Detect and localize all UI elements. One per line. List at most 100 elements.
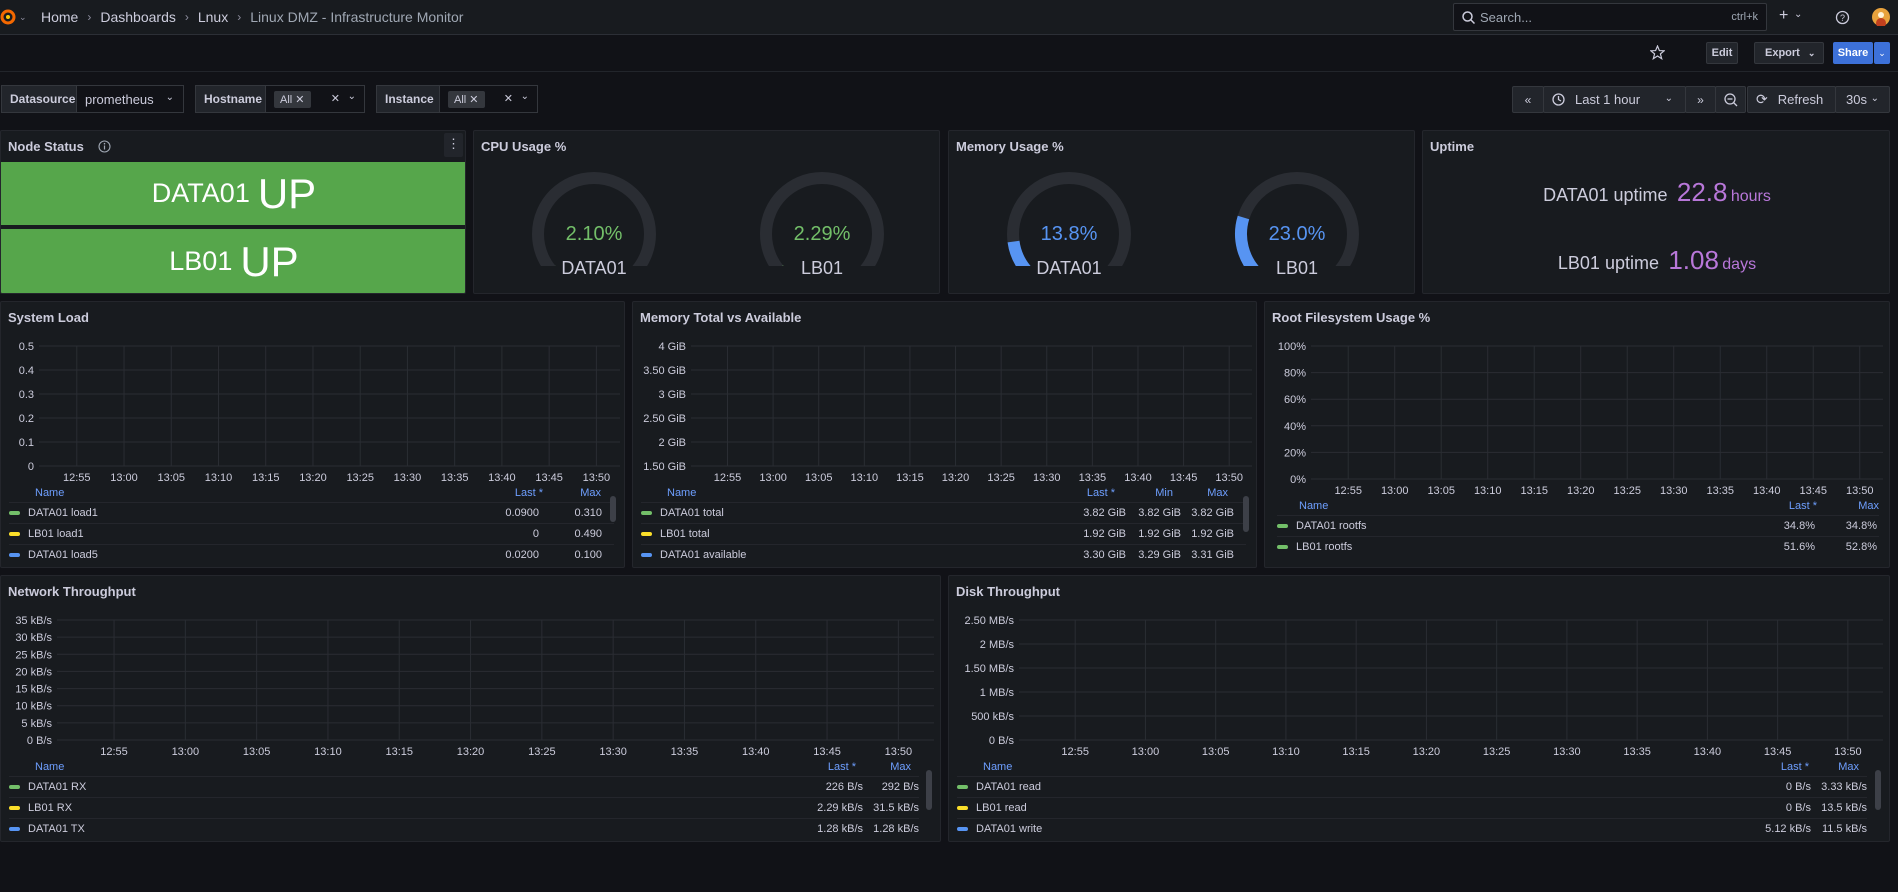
- export-button[interactable]: Export ⌄: [1754, 42, 1824, 64]
- legend-row[interactable]: DATA01 load1 0.0900 0.310: [9, 502, 614, 523]
- legend-row[interactable]: DATA01 rootfs 34.8% 34.8%: [1277, 515, 1879, 536]
- time-range-picker[interactable]: Last 1 hour ⌄: [1543, 86, 1686, 113]
- clear-icon[interactable]: ✕: [330, 93, 340, 105]
- legend-row[interactable]: LB01 read 0 B/s 13.5 kB/s: [957, 797, 1867, 818]
- chevron-right-icon: ›: [87, 10, 92, 24]
- search-input[interactable]: Search... ctrl+k: [1453, 3, 1767, 31]
- legend-header-name[interactable]: Name: [983, 761, 1013, 773]
- legend-row[interactable]: DATA01 total 3.82 GiB 3.82 GiB 3.82 GiB: [641, 502, 1246, 523]
- panel-title: Memory Usage %: [956, 139, 1064, 154]
- legend-max: 3.33 kB/s: [1821, 781, 1867, 793]
- remove-chip-icon[interactable]: ✕: [295, 93, 305, 106]
- y-tick-label: 0 B/s: [989, 735, 1015, 747]
- legend-name: DATA01 TX: [28, 823, 85, 835]
- hostname-select[interactable]: All ✕ ✕ ⌄: [265, 85, 365, 113]
- y-tick-label: 15 kB/s: [15, 684, 52, 696]
- legend-row[interactable]: LB01 total 1.92 GiB 1.92 GiB 1.92 GiB: [641, 523, 1246, 544]
- y-tick-label: 100%: [1278, 342, 1306, 353]
- legend-row[interactable]: LB01 RX 2.29 kB/s 31.5 kB/s: [9, 797, 919, 818]
- clear-icon[interactable]: ✕: [503, 93, 513, 105]
- hostname-value: All: [280, 93, 293, 106]
- y-tick-label: 0.1: [19, 437, 34, 449]
- instance-select[interactable]: All ✕ ✕ ⌄: [439, 85, 538, 113]
- zoom-out-button[interactable]: [1715, 86, 1746, 113]
- legend-header-name[interactable]: Name: [35, 487, 65, 499]
- legend-max: 52.8%: [1845, 541, 1877, 553]
- legend-row[interactable]: DATA01 write 5.12 kB/s 11.5 kB/s: [957, 818, 1867, 839]
- time-shift-back-button[interactable]: «: [1512, 86, 1544, 113]
- grafana-logo-icon[interactable]: [0, 8, 16, 26]
- legend-scrollbar[interactable]: [1875, 770, 1881, 810]
- legend-name: DATA01 load5: [28, 549, 98, 561]
- datasource-select[interactable]: prometheus ⌄: [76, 85, 184, 113]
- panel-menu-icon[interactable]: ⋮: [444, 133, 463, 157]
- edit-button[interactable]: Edit: [1706, 42, 1738, 64]
- breadcrumb-home[interactable]: Home: [41, 9, 79, 25]
- status-host: LB01: [169, 246, 233, 276]
- uptime-unit: hours: [1730, 188, 1771, 205]
- legend-swatch: [1277, 524, 1288, 528]
- x-tick-label: 13:50: [1846, 485, 1874, 497]
- legend-scrollbar[interactable]: [926, 770, 932, 810]
- legend-name: LB01 read: [976, 802, 1027, 814]
- info-icon[interactable]: [98, 140, 111, 153]
- legend-row[interactable]: DATA01 RX 226 B/s 292 B/s: [9, 776, 919, 797]
- legend-header-max[interactable]: Max: [580, 487, 601, 499]
- legend-header-name[interactable]: Name: [1299, 500, 1329, 512]
- help-icon[interactable]: ?: [1835, 10, 1850, 25]
- status-value: UP: [257, 169, 317, 217]
- uptime-stat: DATA01 uptime 22.8 hours: [1423, 177, 1889, 208]
- legend-name: DATA01 rootfs: [1296, 520, 1367, 532]
- legend-header-name[interactable]: Name: [667, 487, 697, 499]
- breadcrumb-folder[interactable]: Lnux: [197, 9, 229, 25]
- legend-header-name[interactable]: Name: [35, 761, 65, 773]
- gauge: [1007, 172, 1131, 266]
- star-icon[interactable]: [1650, 45, 1665, 60]
- legend-header-last[interactable]: Last *: [514, 487, 543, 499]
- legend-header-max[interactable]: Max: [1858, 500, 1879, 512]
- legend-scrollbar[interactable]: [1243, 496, 1249, 532]
- legend-row[interactable]: DATA01 TX 1.28 kB/s 1.28 kB/s: [9, 818, 919, 839]
- legend-name: DATA01 load1: [28, 507, 98, 519]
- x-tick-label: 13:05: [243, 746, 271, 758]
- legend-header-max[interactable]: Max: [890, 761, 911, 773]
- legend-header-last[interactable]: Last *: [1788, 500, 1817, 512]
- legend-header-min[interactable]: Min: [1155, 487, 1173, 499]
- refresh-interval-select[interactable]: 30s ⌄: [1835, 86, 1890, 113]
- x-tick-label: 13:00: [172, 746, 200, 758]
- gauge-track: [1007, 172, 1131, 266]
- legend-header-last[interactable]: Last *: [827, 761, 856, 773]
- legend-row[interactable]: LB01 load1 0 0.490: [9, 523, 614, 544]
- legend-header-last[interactable]: Last *: [1086, 487, 1115, 499]
- legend-row[interactable]: DATA01 read 0 B/s 3.33 kB/s: [957, 776, 1867, 797]
- disk-throughput-panel: Disk Throughput 2.50 MB/s 2 MB/s 1.50 MB/s…: [948, 575, 1890, 842]
- legend-scrollbar[interactable]: [610, 496, 616, 522]
- remove-chip-icon[interactable]: ✕: [469, 93, 479, 106]
- legend-header-max[interactable]: Max: [1838, 761, 1859, 773]
- gauge-value: 2.29%: [793, 223, 851, 245]
- share-button[interactable]: Share: [1833, 42, 1873, 64]
- legend-row[interactable]: LB01 rootfs 51.6% 52.8%: [1277, 536, 1879, 557]
- svg-text:?: ?: [1840, 13, 1845, 23]
- panel-title: Root Filesystem Usage %: [1272, 310, 1431, 325]
- add-icon[interactable]: +: [1779, 7, 1789, 24]
- root-filesystem-panel: Root Filesystem Usage % 100% 80% 60% 40% 20%…: [1264, 301, 1890, 568]
- chevron-down-icon[interactable]: ⌄: [19, 12, 27, 22]
- share-menu-chevron-icon[interactable]: ⌄: [1874, 42, 1890, 64]
- legend-row[interactable]: DATA01 available 3.30 GiB 3.29 GiB 3.31 GiB: [641, 544, 1246, 565]
- x-tick-label: 13:30: [394, 472, 422, 484]
- x-tick-label: 13:40: [1753, 485, 1781, 497]
- x-tick-label: 13:00: [759, 472, 787, 484]
- legend-header-last[interactable]: Last *: [1780, 761, 1809, 773]
- legend-header-max[interactable]: Max: [1207, 487, 1228, 499]
- legend-swatch: [9, 553, 20, 557]
- y-tick-label: 1.50 MB/s: [964, 663, 1014, 675]
- legend-row[interactable]: DATA01 load5 0.0200 0.100: [9, 544, 614, 565]
- legend-name: DATA01 RX: [28, 781, 87, 793]
- legend-name: DATA01 read: [976, 781, 1042, 793]
- refresh-button[interactable]: ⟳ Refresh: [1747, 86, 1836, 113]
- time-shift-forward-button[interactable]: »: [1685, 86, 1716, 113]
- avatar[interactable]: [1872, 8, 1890, 26]
- breadcrumb-dashboards[interactable]: Dashboards: [100, 9, 176, 25]
- chevron-down-icon[interactable]: ⌄: [1794, 9, 1803, 20]
